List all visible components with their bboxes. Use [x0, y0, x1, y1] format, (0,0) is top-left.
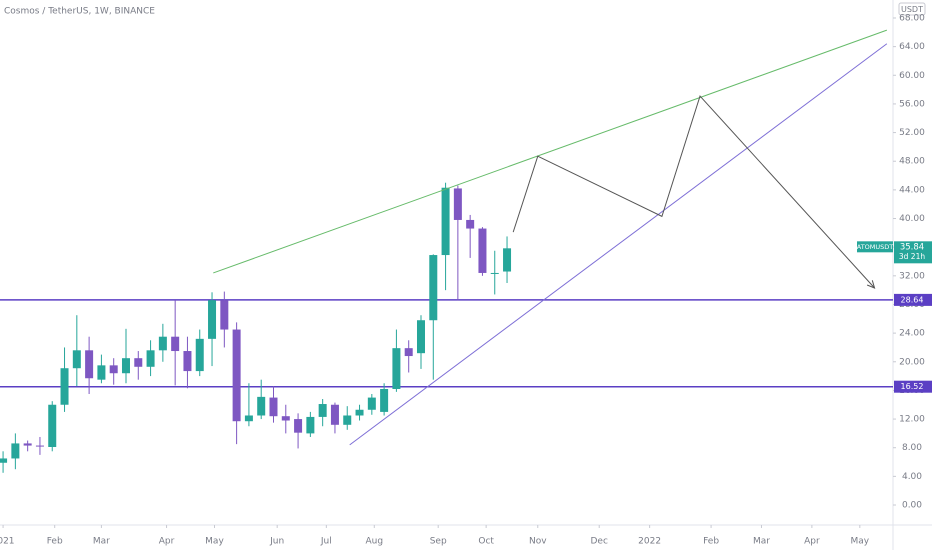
candle-body [35, 445, 44, 447]
y-tick-label: 12.00 [899, 415, 925, 425]
x-tick-label: Oct [478, 537, 494, 547]
candle-body [0, 458, 8, 463]
x-tick-label: Aug [365, 537, 383, 547]
countdown-label: 3d 21h [899, 252, 925, 261]
candle-body [60, 368, 69, 405]
trend-line [349, 43, 888, 446]
candle-body [367, 397, 376, 410]
level-badge [894, 293, 932, 306]
y-tick-label: 68.00 [899, 13, 925, 23]
y-tick-label: 8.00 [902, 443, 922, 453]
candle-body [208, 300, 217, 339]
x-tick-label: 2021 [0, 537, 15, 547]
candle-body [318, 404, 327, 417]
x-tick-label: Jul [320, 537, 332, 547]
candle-body [146, 350, 155, 367]
candle-body [478, 228, 487, 273]
y-tick-label: 44.00 [899, 185, 925, 195]
candle-body [416, 320, 425, 354]
x-tick-label: Mar [753, 537, 770, 547]
symbol-label: ATOMUSDT [857, 243, 894, 251]
candle-body [503, 248, 512, 272]
candle-body [257, 396, 266, 416]
candle-body [330, 404, 339, 425]
y-tick-label: 0.00 [902, 501, 922, 511]
y-tick-label: 64.00 [899, 42, 925, 52]
price-badge [894, 241, 932, 264]
currency-badge [898, 2, 926, 16]
y-tick-label: 40.00 [899, 214, 925, 224]
candle-body [441, 187, 450, 256]
x-tick-label: Feb [47, 537, 63, 547]
y-tick-label: 60.00 [899, 71, 925, 81]
arrow-head [866, 280, 876, 289]
chart-title: Cosmos / TetherUS, 1W, BINANCE [4, 7, 155, 17]
x-tick-label: Dec [591, 537, 608, 547]
candle-body [343, 415, 352, 425]
candle-body [11, 443, 20, 459]
y-tick-label: 4.00 [902, 472, 922, 482]
currency-label: USDT [901, 5, 923, 14]
candle-body [281, 416, 290, 421]
y-tick-label: 48.00 [899, 157, 925, 167]
x-tick-label: Apr [159, 537, 175, 547]
candle-body [453, 188, 462, 220]
candle-body [23, 443, 32, 446]
candle-body [171, 336, 180, 352]
price-label: 35.84 [900, 242, 924, 252]
candle-body [429, 255, 438, 321]
candle-body [490, 272, 499, 274]
candle-body [392, 348, 401, 389]
y-tick-label: 24.00 [899, 329, 925, 339]
candle-body [158, 336, 167, 351]
x-tick-label: Jun [269, 537, 284, 547]
candle-body [269, 397, 278, 417]
level-badge [894, 380, 932, 393]
candle-body [244, 415, 253, 422]
y-tick-label: 56.00 [899, 99, 925, 109]
x-tick-label: May [205, 537, 224, 547]
y-tick-label: 20.00 [899, 357, 925, 367]
level-label: 16.52 [901, 382, 924, 391]
candle-body [183, 351, 192, 372]
x-tick-label: Apr [804, 537, 820, 547]
candle-body [466, 219, 475, 229]
level-label: 28.64 [901, 295, 924, 304]
trend-line [213, 29, 888, 274]
candle-body [121, 358, 130, 374]
x-tick-label: Sep [430, 537, 447, 547]
x-tick-label: Feb [703, 537, 719, 547]
candle-body [294, 419, 303, 433]
candle-body [85, 350, 94, 379]
candle-body [220, 300, 229, 330]
candle-body [355, 409, 364, 416]
candle-body [232, 329, 241, 422]
x-tick-label: May [851, 537, 870, 547]
candle-body [109, 365, 118, 374]
symbol-badge [857, 241, 893, 253]
candle-body [380, 388, 389, 412]
candle-body [72, 350, 81, 369]
candle-body [306, 416, 315, 434]
x-tick-label: Mar [93, 537, 110, 547]
candle-body [404, 348, 413, 357]
trend-line [512, 95, 875, 289]
candle-body [134, 358, 143, 367]
candle-body [48, 404, 57, 448]
candle-body [97, 365, 106, 380]
x-tick-label: Nov [529, 537, 547, 547]
y-tick-label: 32.00 [899, 271, 925, 281]
x-tick-label: 2022 [638, 537, 661, 547]
candle-body [195, 338, 204, 372]
y-tick-label: 52.00 [899, 128, 925, 138]
